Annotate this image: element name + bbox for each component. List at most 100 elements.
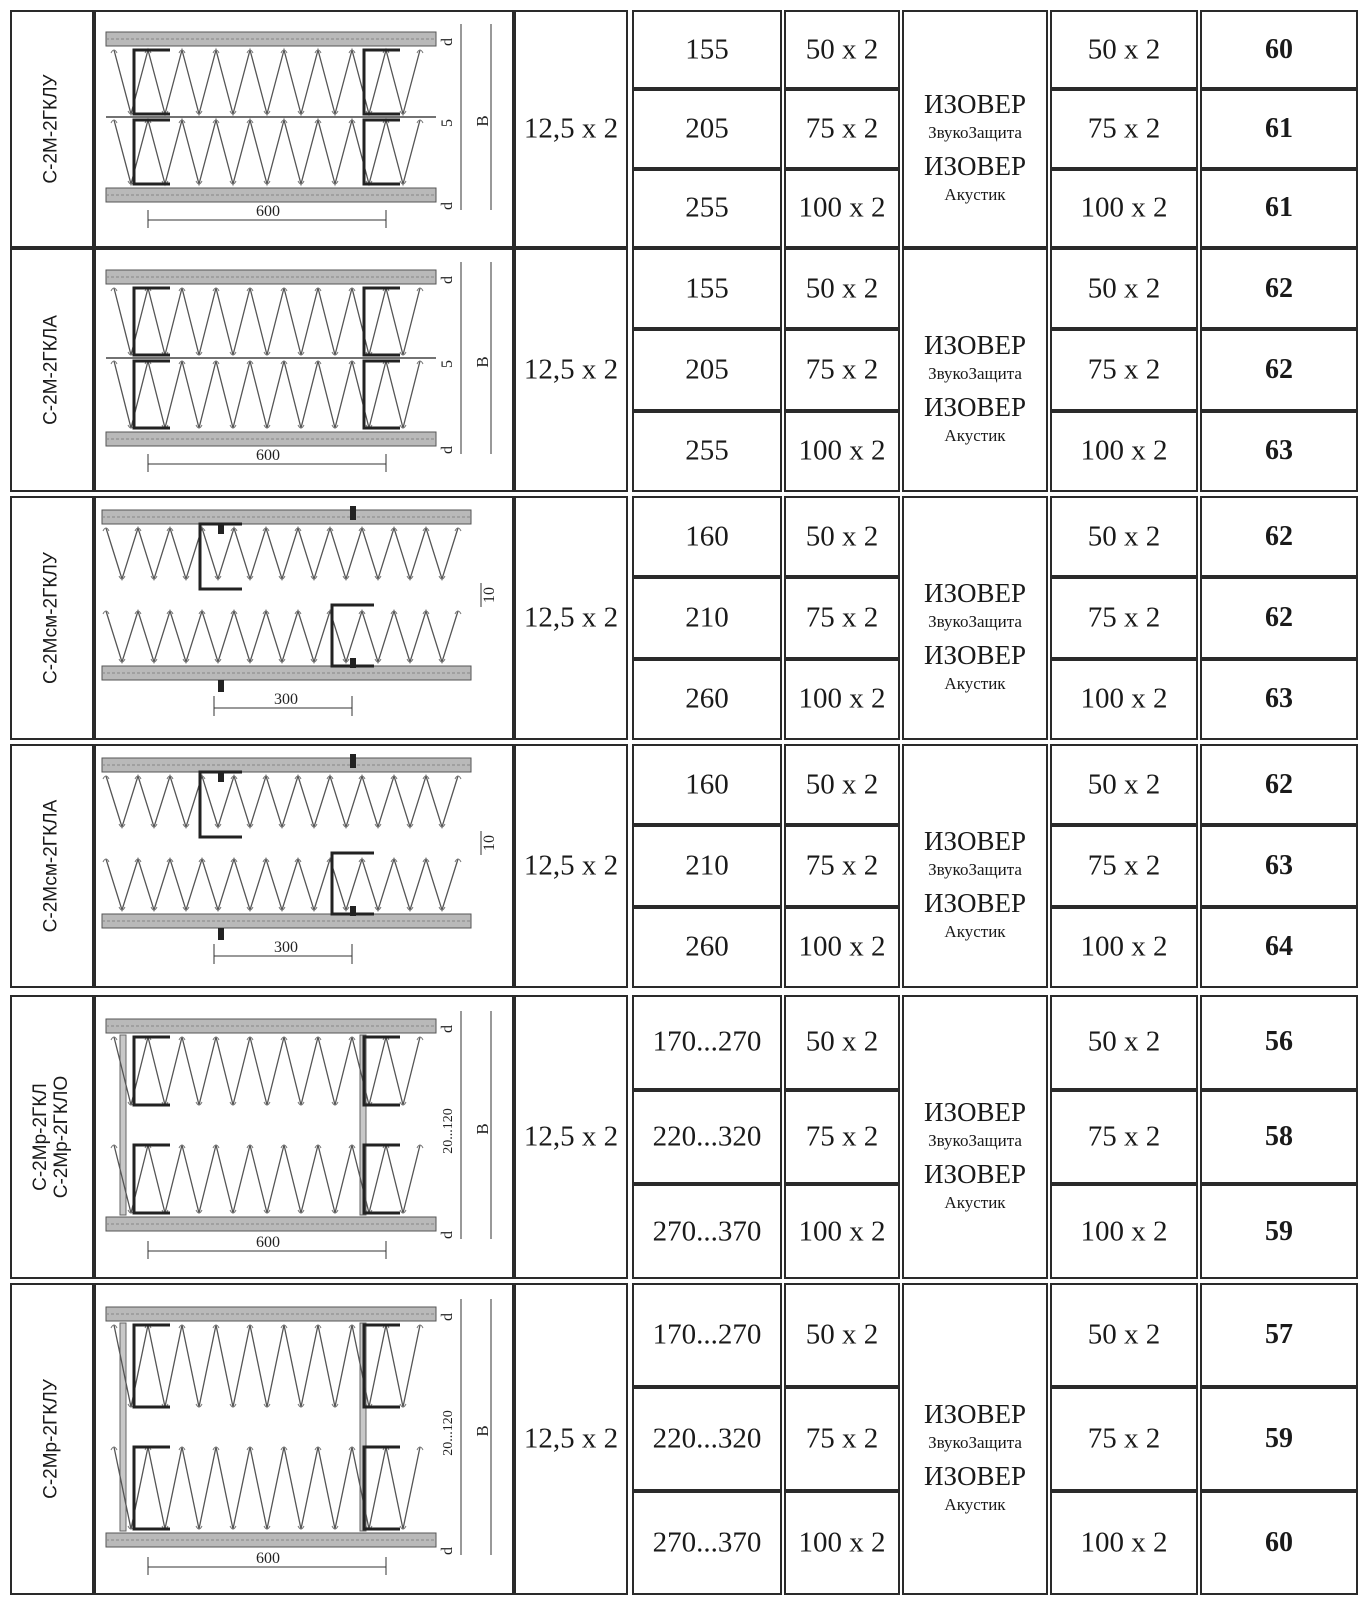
cladding-value: 12,5 x 2	[523, 601, 619, 634]
insulation-cell: ИЗОВЕР ЗвукоЗащита ИЗОВЕР Акустик	[902, 1283, 1048, 1595]
mineral-wool-value: 50 x 2	[1087, 1025, 1161, 1058]
wall-thickness-cell: 205	[632, 89, 782, 169]
wall-thickness-value: 210	[685, 601, 729, 634]
dim-label-d-top: d	[439, 1313, 456, 1321]
profile-size-cell: 50 x 2	[784, 248, 900, 330]
wall-thickness-cell: 155	[632, 248, 782, 330]
dim-label-b: B	[473, 1123, 492, 1134]
wall-thickness-value: 270...370	[652, 1215, 762, 1248]
insulation-product: Акустик	[944, 185, 1006, 204]
mineral-wool-value: 75 x 2	[1087, 112, 1161, 145]
insulation-product: Акустик	[944, 674, 1006, 693]
sound-index-cell: 61	[1200, 89, 1358, 169]
profile-size-cell: 100 x 2	[784, 1491, 900, 1595]
partition-type-label: С-2Мр-2ГКЛ С-2Мр-2ГКЛО	[30, 1075, 72, 1199]
sound-index-value: 61	[1265, 112, 1293, 144]
mineral-wool-value: 100 x 2	[1080, 682, 1168, 715]
insulation-brand: ИЗОВЕР	[923, 578, 1027, 608]
sound-index-value: 63	[1265, 683, 1293, 715]
spacing-label: 300	[274, 939, 298, 956]
dim-label-gap: 20...120	[441, 1410, 456, 1456]
mineral-wool-value: 75 x 2	[1087, 601, 1161, 634]
partition-type-cell: С-2М-2ГКЛА	[10, 248, 94, 492]
sound-index-value: 63	[1265, 435, 1293, 467]
mineral-wool-cell: 100 x 2	[1050, 658, 1198, 740]
cladding-value: 12,5 x 2	[523, 1422, 619, 1455]
partition-section-drawing: d 5 Bd 600	[105, 262, 492, 472]
dim-label-d-top: d	[439, 1025, 456, 1033]
mineral-wool-cell: 50 x 2	[1050, 10, 1198, 90]
spacing-label: 600	[256, 1550, 280, 1567]
mineral-wool-value: 100 x 2	[1080, 434, 1168, 467]
wall-thickness-value: 255	[685, 434, 729, 467]
sound-index-value: 62	[1265, 272, 1293, 304]
wall-thickness-value: 205	[685, 353, 729, 386]
sound-index-cell: 62	[1200, 329, 1358, 411]
profile-size-cell: 75 x 2	[784, 1387, 900, 1491]
profile-size-value: 75 x 2	[805, 849, 879, 882]
insulation-brand: ИЗОВЕР	[923, 89, 1027, 119]
mineral-wool-cell: 75 x 2	[1050, 89, 1198, 169]
partition-section-drawing: d 5 Bd 600	[105, 24, 492, 228]
spacing-label: 300	[274, 691, 298, 708]
sound-index-value: 61	[1265, 192, 1293, 224]
wall-thickness-cell: 160	[632, 496, 782, 578]
sound-index-cell: 58	[1200, 1089, 1358, 1185]
wall-thickness-cell: 220...320	[632, 1089, 782, 1185]
mineral-wool-value: 100 x 2	[1080, 191, 1168, 224]
mineral-wool-value: 75 x 2	[1087, 1422, 1161, 1455]
profile-size-value: 100 x 2	[798, 930, 886, 963]
mineral-wool-value: 100 x 2	[1080, 1526, 1168, 1559]
cladding-value: 12,5 x 2	[523, 112, 619, 145]
insulation-product: ЗвукоЗащита	[928, 612, 1022, 631]
profile-size-value: 75 x 2	[805, 1120, 879, 1153]
insulation-cell: ИЗОВЕР ЗвукоЗащита ИЗОВЕР Акустик	[902, 995, 1048, 1279]
profile-size-cell: 75 x 2	[784, 89, 900, 169]
sound-index-value: 59	[1265, 1423, 1293, 1454]
insulation-cell: ИЗОВЕР ЗвукоЗащита ИЗОВЕР Акустик	[902, 248, 1048, 492]
sound-index-value: 60	[1265, 1527, 1293, 1558]
profile-size-value: 100 x 2	[798, 434, 886, 467]
sound-index-cell: 63	[1200, 658, 1358, 740]
wall-thickness-value: 170...270	[652, 1318, 762, 1351]
wall-thickness-cell: 170...270	[632, 995, 782, 1090]
insulation-product: Акустик	[944, 922, 1006, 941]
profile-size-cell: 75 x 2	[784, 329, 900, 411]
mineral-wool-cell: 50 x 2	[1050, 496, 1198, 578]
sound-index-value: 62	[1265, 768, 1293, 800]
sound-index-cell: 59	[1200, 1387, 1358, 1491]
mineral-wool-cell: 75 x 2	[1050, 329, 1198, 411]
wall-thickness-cell: 260	[632, 906, 782, 988]
insulation-brand: ИЗОВЕР	[923, 1399, 1027, 1429]
insulation-product: ЗвукоЗащита	[928, 123, 1022, 142]
partition-type-label: С-2М-2ГКЛУ	[40, 74, 62, 184]
wall-thickness-cell: 210	[632, 577, 782, 659]
profile-size-value: 50 x 2	[805, 768, 879, 801]
mineral-wool-cell: 50 x 2	[1050, 744, 1198, 826]
partition-section-drawing: d 20...120 Bd 600	[105, 1299, 492, 1575]
dim-label-d-bottom: d	[439, 202, 456, 210]
sound-index-value: 56	[1265, 1026, 1293, 1058]
profile-size-cell: 50 x 2	[784, 995, 900, 1090]
spacing-label: 600	[256, 447, 280, 464]
insulation-cell: ИЗОВЕР ЗвукоЗащита ИЗОВЕР Акустик	[902, 496, 1048, 740]
wall-thickness-value: 170...270	[652, 1025, 762, 1058]
profile-size-cell: 75 x 2	[784, 825, 900, 907]
cladding-cell: 12,5 x 2	[514, 496, 628, 740]
partition-type-label: С-2М-2ГКЛА	[40, 315, 62, 425]
sound-index-cell: 60	[1200, 1491, 1358, 1595]
profile-size-cell: 50 x 2	[784, 744, 900, 826]
mineral-wool-cell: 50 x 2	[1050, 995, 1198, 1090]
insulation-product: ЗвукоЗащита	[928, 1433, 1022, 1452]
dim-label-gap: 5	[439, 119, 456, 127]
profile-size-cell: 50 x 2	[784, 10, 900, 90]
profile-size-value: 50 x 2	[805, 1025, 879, 1058]
dim-label-d-bottom: d	[439, 446, 456, 454]
cladding-cell: 12,5 x 2	[514, 248, 628, 492]
insulation-brand: ИЗОВЕР	[923, 330, 1027, 360]
wall-thickness-cell: 155	[632, 10, 782, 90]
insulation-cell: ИЗОВЕР ЗвукоЗащита ИЗОВЕР Акустик	[902, 10, 1048, 248]
mineral-wool-cell: 100 x 2	[1050, 1491, 1198, 1595]
spacing-label: 600	[256, 1234, 280, 1251]
